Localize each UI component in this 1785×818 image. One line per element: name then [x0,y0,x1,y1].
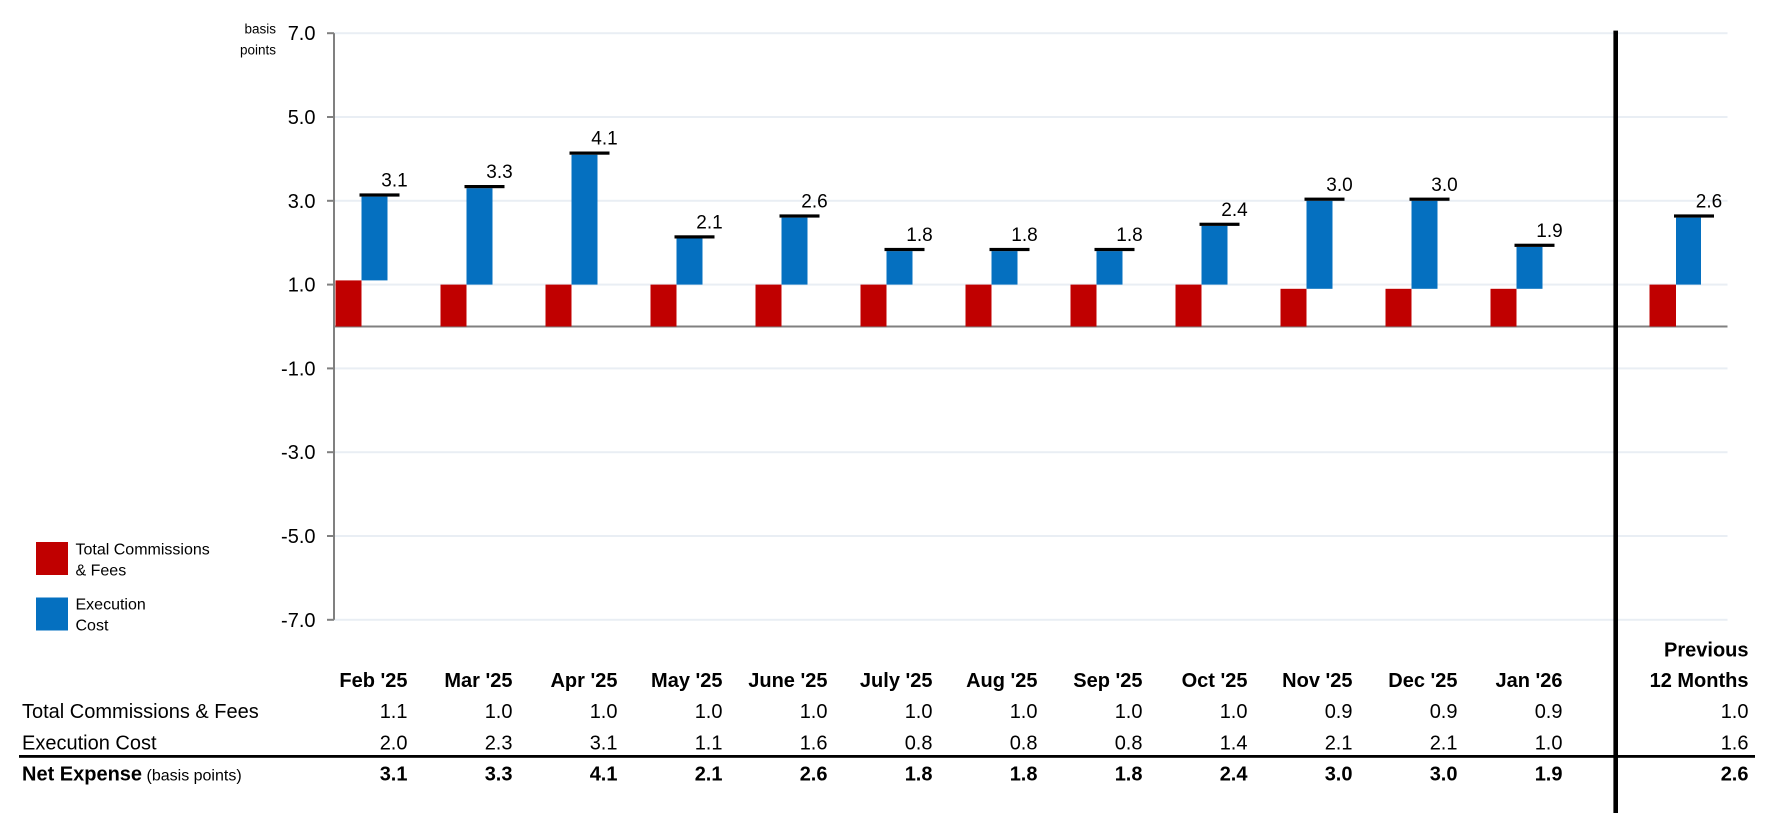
svg-text:Total Commissions & Fees: Total Commissions & Fees [22,701,259,723]
svg-text:3.0: 3.0 [1326,175,1352,196]
svg-text:7.0: 7.0 [288,23,316,45]
svg-text:-3.0: -3.0 [281,442,315,464]
svg-text:1.0: 1.0 [1010,701,1038,723]
svg-text:1.8: 1.8 [1116,225,1142,246]
svg-text:Execution Cost: Execution Cost [22,732,157,754]
svg-text:4.1: 4.1 [591,129,617,150]
svg-text:1.6: 1.6 [1721,732,1749,754]
svg-text:1.1: 1.1 [695,732,723,754]
svg-text:2.6: 2.6 [1721,764,1749,786]
svg-text:1.4: 1.4 [1220,732,1248,754]
svg-text:0.9: 0.9 [1325,701,1353,723]
svg-text:2.1: 2.1 [696,213,722,234]
svg-text:3.3: 3.3 [485,764,513,786]
svg-text:-7.0: -7.0 [281,610,315,632]
svg-text:Oct '25: Oct '25 [1182,670,1248,692]
svg-text:1.0: 1.0 [695,701,723,723]
svg-text:0.9: 0.9 [1535,701,1563,723]
svg-text:1.8: 1.8 [1011,225,1037,246]
svg-text:Cost: Cost [76,618,109,635]
svg-text:1.1: 1.1 [380,701,408,723]
svg-text:-5.0: -5.0 [281,526,315,548]
svg-text:5.0: 5.0 [288,107,316,129]
svg-text:1.9: 1.9 [1535,764,1563,786]
svg-text:1.0: 1.0 [1721,701,1749,723]
svg-text:July '25: July '25 [860,670,933,692]
svg-text:Nov '25: Nov '25 [1282,670,1352,692]
svg-text:2.6: 2.6 [1696,192,1722,213]
svg-text:May '25: May '25 [651,670,722,692]
svg-text:2.6: 2.6 [800,764,828,786]
svg-text:Mar '25: Mar '25 [444,670,512,692]
svg-text:3.1: 3.1 [380,764,408,786]
svg-text:0.8: 0.8 [1115,732,1143,754]
svg-text:Dec '25: Dec '25 [1388,670,1457,692]
svg-text:1.0: 1.0 [288,275,316,297]
svg-text:2.1: 2.1 [1325,732,1353,754]
svg-text:2.4: 2.4 [1220,764,1249,786]
svg-text:& Fees: & Fees [76,563,127,580]
svg-text:3.0: 3.0 [1430,764,1458,786]
svg-text:2.1: 2.1 [1430,732,1458,754]
svg-text:2.3: 2.3 [485,732,513,754]
svg-text:2.6: 2.6 [801,192,827,213]
svg-text:1.0: 1.0 [800,701,828,723]
svg-text:1.0: 1.0 [485,701,513,723]
svg-text:3.0: 3.0 [288,191,316,213]
svg-text:Net Expense (basis points): Net Expense (basis points) [22,764,242,786]
svg-text:basis: basis [244,22,276,37]
svg-text:1.0: 1.0 [590,701,618,723]
svg-text:Total Commissions: Total Commissions [76,542,210,559]
svg-text:Jan '26: Jan '26 [1495,670,1562,692]
svg-text:3.3: 3.3 [486,162,512,183]
svg-text:2.1: 2.1 [695,764,723,786]
svg-text:12 Months: 12 Months [1650,670,1749,692]
svg-text:1.0: 1.0 [905,701,933,723]
svg-text:1.0: 1.0 [1220,701,1248,723]
svg-text:1.6: 1.6 [800,732,828,754]
svg-text:3.1: 3.1 [590,732,618,754]
svg-text:1.9: 1.9 [1536,221,1562,242]
svg-text:3.0: 3.0 [1325,764,1353,786]
svg-text:4.1: 4.1 [590,764,618,786]
svg-text:points: points [240,43,276,58]
svg-text:1.0: 1.0 [1115,701,1143,723]
svg-text:Execution: Execution [76,597,146,614]
svg-text:June '25: June '25 [748,670,827,692]
svg-text:Apr '25: Apr '25 [550,670,617,692]
svg-text:0.8: 0.8 [1010,732,1038,754]
svg-text:2.4: 2.4 [1221,200,1248,221]
svg-text:1.8: 1.8 [1010,764,1038,786]
svg-text:Aug '25: Aug '25 [966,670,1037,692]
svg-text:0.9: 0.9 [1430,701,1458,723]
svg-text:2.0: 2.0 [380,732,408,754]
svg-text:0.8: 0.8 [905,732,933,754]
svg-text:Previous: Previous [1664,640,1748,662]
svg-text:3.1: 3.1 [381,171,407,192]
svg-text:1.8: 1.8 [1115,764,1143,786]
svg-text:1.8: 1.8 [906,225,932,246]
svg-text:Sep '25: Sep '25 [1073,670,1142,692]
svg-text:3.0: 3.0 [1431,175,1457,196]
svg-text:-1.0: -1.0 [281,358,315,380]
svg-text:1.0: 1.0 [1535,732,1563,754]
svg-text:Feb '25: Feb '25 [339,670,407,692]
svg-text:1.8: 1.8 [905,764,933,786]
